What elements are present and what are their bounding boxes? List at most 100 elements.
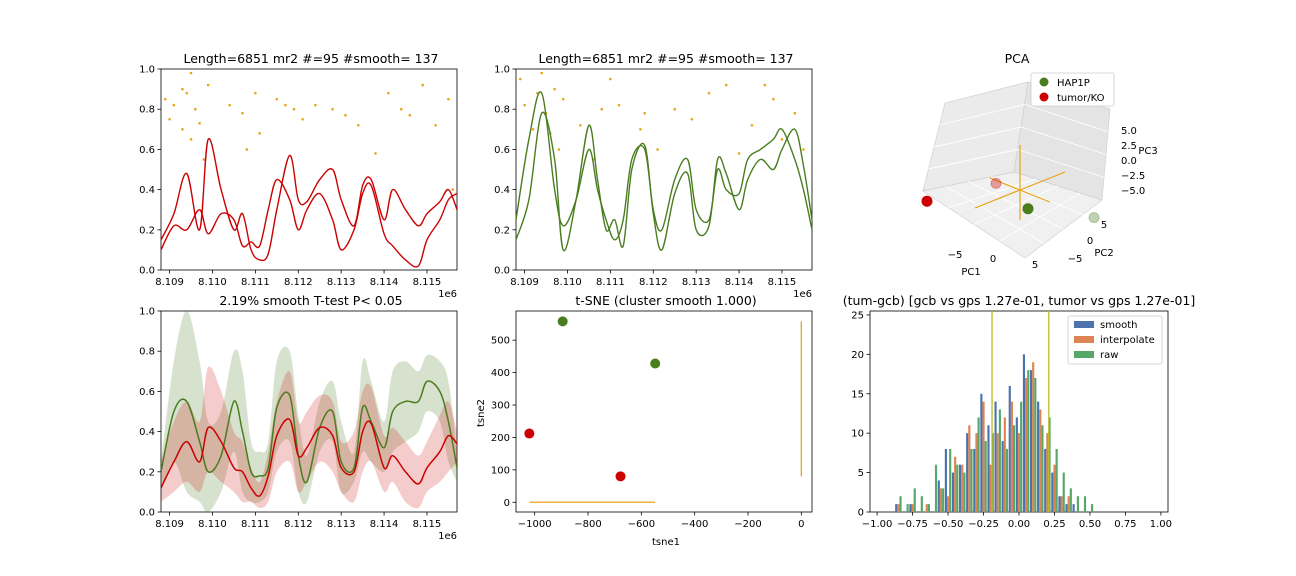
data-point: [258, 132, 261, 135]
data-point: [292, 107, 296, 111]
data-point: [241, 111, 244, 115]
histogram-bar: [899, 496, 902, 512]
data-point: [447, 97, 450, 101]
x-tick-label: 8.115: [413, 277, 442, 288]
histogram-bar: [1029, 370, 1033, 512]
floor-pane: [922, 171, 1103, 259]
data-point: [228, 103, 231, 107]
series-line-2: [160, 178, 458, 268]
y-tick-label: 200: [491, 433, 510, 444]
histogram-bar: [991, 433, 994, 512]
grid-line: [1024, 104, 1109, 133]
histogram-bar: [1039, 409, 1042, 512]
legend-label: raw: [1100, 350, 1118, 361]
histogram-bar: [1027, 370, 1030, 512]
x-tick-label: 8.111: [241, 519, 270, 530]
z-tick-label: 5.0: [1121, 126, 1137, 137]
histogram-bar: [1046, 433, 1049, 512]
data-point: [172, 103, 176, 107]
grid-line: [973, 185, 1059, 225]
panel6-title: (tum-gcb) [gcb vs gps 1.27e-01, tumor vs…: [843, 293, 1196, 308]
pca-cross-line: [989, 177, 1051, 203]
z-tick-label: 2.5: [1121, 141, 1137, 152]
histogram-bar: [973, 448, 976, 512]
data-point: [245, 148, 249, 151]
x-tick-label: 8.114: [725, 277, 754, 288]
histogram-bar: [1003, 417, 1006, 512]
series-line-2: [515, 111, 813, 252]
histogram-bar: [1032, 362, 1035, 512]
data-point: [198, 121, 201, 125]
panel2-line-plot: 8.109 8.110 8.111 8.112 8.113 8.114 8.115 0.0 0.…: [494, 65, 813, 288]
data-point: [374, 152, 377, 155]
data-point: [707, 91, 711, 95]
x-tick-label: −1000: [518, 519, 552, 530]
x-tick-label: 0: [990, 254, 996, 265]
y-tick-label: 1.0: [494, 65, 510, 76]
y-tick-label: 0.6: [494, 145, 510, 156]
data-point: [254, 91, 257, 95]
y-tick-label: 0.4: [494, 185, 510, 196]
data-point: [579, 123, 582, 127]
data-point: [643, 111, 646, 115]
x-tick-label: −0.75: [897, 519, 928, 530]
plot-frame: [515, 310, 813, 513]
legend-swatch: [1074, 321, 1094, 328]
x-tick-label: 8.109: [155, 277, 184, 288]
series-line-1: [160, 138, 458, 262]
histogram-bar: [963, 472, 966, 512]
x-tick-label: −0.50: [933, 519, 964, 530]
histogram-bar: [1025, 378, 1028, 512]
x-tick-label: 8.113: [327, 519, 356, 530]
histogram-bar: [1051, 472, 1054, 512]
data-point: [168, 117, 171, 121]
panel2-offset-label: 1e6: [793, 289, 812, 300]
y-tick-label: 0: [858, 508, 864, 519]
data-point: [434, 123, 437, 127]
pca-point: [921, 195, 933, 207]
histogram-bar: [1055, 448, 1058, 512]
histogram-bar: [909, 504, 912, 512]
data-point: [772, 97, 775, 101]
histogram-bar: [975, 433, 978, 512]
plot-frame: [160, 310, 458, 513]
x-tick-label: −800: [574, 519, 601, 530]
legend-swatch: [1074, 351, 1094, 358]
grid-line: [939, 104, 1025, 126]
histogram-bar: [1062, 472, 1065, 512]
y-tick-label: 100: [491, 465, 510, 476]
legend-marker: [1039, 92, 1049, 102]
panel6-histogram: −1.00 −0.75 −0.50 −0.25 0.00 0.25 0.50 0.75 1.00…: [851, 310, 1172, 530]
legend-label: HAP1P: [1057, 78, 1090, 89]
y-tick-label: 0.8: [139, 105, 155, 116]
histogram-bar: [994, 401, 997, 512]
data-point: [737, 152, 741, 155]
y-tick-label: 1.0: [139, 65, 155, 76]
histogram-bar: [1001, 441, 1004, 512]
x-tick-label: 8.112: [639, 277, 668, 288]
data-point: [750, 123, 754, 127]
series-line-1: [515, 91, 813, 241]
data-point: [344, 113, 347, 117]
histogram-bar: [920, 496, 923, 512]
data-point: [793, 111, 797, 115]
x-tick-label: 8.109: [510, 277, 539, 288]
data-point: [451, 188, 455, 191]
histogram-bar: [1058, 496, 1061, 512]
y-tick-label: 0.4: [139, 185, 155, 196]
sample-point: [650, 358, 661, 369]
y-tick-label: 1.0: [139, 307, 155, 318]
panel1-title: Length=6851 mr2 #=95 #smooth= 137: [183, 51, 438, 66]
y-tick-label: 0.6: [139, 387, 155, 398]
z-tick-label: 0.0: [1121, 156, 1137, 167]
y-tick-label: 300: [491, 401, 510, 412]
x-tick-label: 1.00: [1150, 519, 1172, 530]
y-tick-label: 0.2: [139, 467, 155, 478]
x-tick-label: 5: [1032, 260, 1038, 271]
z-tick-label: −2.5: [1121, 171, 1145, 182]
histogram-bar: [982, 401, 985, 512]
y-tick-label: 0.8: [139, 347, 155, 358]
y-tick-label: 15: [851, 389, 864, 400]
mean-line-2: [161, 418, 457, 498]
